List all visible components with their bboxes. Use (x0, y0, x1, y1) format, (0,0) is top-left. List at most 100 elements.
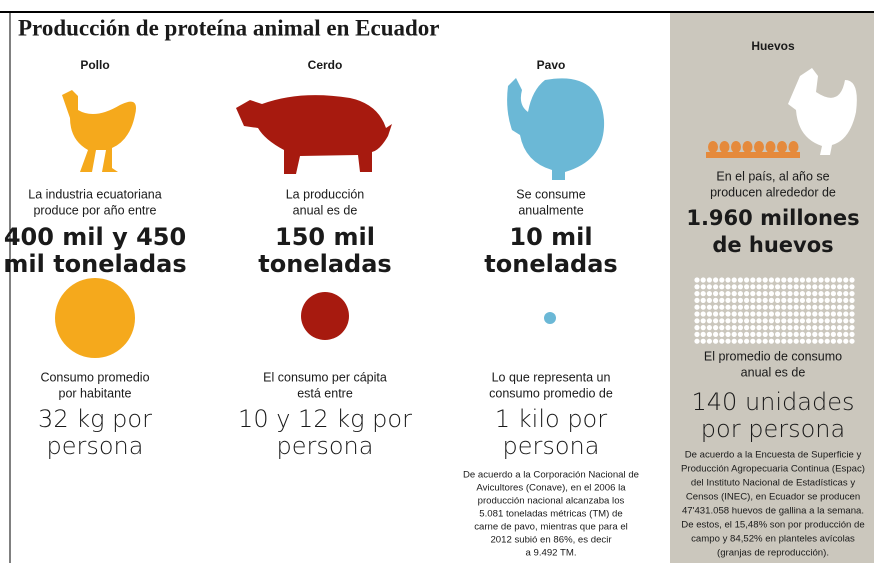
dot (694, 339, 699, 344)
dot (806, 325, 811, 330)
note-line: producción nacional alcanzaba los (478, 496, 625, 507)
dot (707, 332, 712, 337)
dot (818, 291, 823, 296)
consumption-intro-line: El consumo per cápita (263, 370, 387, 384)
dot (800, 318, 805, 323)
note-line: De acuerdo a la Encuesta de Superficie y (685, 450, 862, 461)
dot (800, 277, 805, 282)
dot (719, 284, 724, 289)
egg (789, 141, 799, 153)
dot (707, 305, 712, 310)
dot (843, 291, 848, 296)
dot (738, 339, 743, 344)
dot (800, 311, 805, 316)
dot (849, 318, 854, 323)
dot (744, 318, 749, 323)
dot (738, 284, 743, 289)
dot (713, 332, 718, 337)
dot (818, 318, 823, 323)
turkey-icon (507, 78, 604, 180)
consumption-line: 140 unidades (692, 388, 855, 416)
dot (818, 298, 823, 303)
dot (756, 318, 761, 323)
dot (825, 325, 830, 330)
egg (708, 141, 718, 153)
dot (781, 332, 786, 337)
dot (763, 291, 768, 296)
dot (775, 284, 780, 289)
consumption-line: 1 kilo por (495, 405, 607, 433)
dot (769, 291, 774, 296)
dot (769, 311, 774, 316)
dot (825, 305, 830, 310)
dot (713, 291, 718, 296)
egg (720, 141, 730, 153)
note-line: 5.081 toneladas métricas (TM) de (479, 509, 622, 520)
dot (794, 305, 799, 310)
dot (713, 277, 718, 282)
dot (818, 284, 823, 289)
intro-line: anual es de (293, 203, 358, 217)
egg (743, 141, 753, 153)
dot (713, 298, 718, 303)
dot (837, 339, 842, 344)
dot (812, 318, 817, 323)
dot (775, 291, 780, 296)
dot (806, 298, 811, 303)
dot (843, 277, 848, 282)
dot (750, 277, 755, 282)
consumption-line: persona (503, 432, 600, 460)
column-label: Huevos (751, 39, 795, 53)
dot (732, 311, 737, 316)
dot (775, 311, 780, 316)
dot (787, 332, 792, 337)
intro-line: anualmente (518, 203, 583, 217)
note-line: a 9.492 TM. (525, 548, 576, 559)
dot (719, 311, 724, 316)
dot (775, 325, 780, 330)
dot (756, 325, 761, 330)
dot (787, 325, 792, 330)
dot (769, 318, 774, 323)
dot (849, 311, 854, 316)
dot (707, 284, 712, 289)
dot (837, 318, 842, 323)
dot (794, 318, 799, 323)
dot (707, 318, 712, 323)
pig-icon (236, 95, 392, 174)
dot (769, 305, 774, 310)
note-line: carne de pavo, mientras que para el (474, 522, 628, 533)
dot (800, 339, 805, 344)
dot (812, 298, 817, 303)
dot (763, 298, 768, 303)
dot (781, 339, 786, 344)
dot (694, 291, 699, 296)
dot (725, 339, 730, 344)
dot (812, 325, 817, 330)
dot (837, 298, 842, 303)
dot (775, 298, 780, 303)
dot (763, 318, 768, 323)
dot (756, 277, 761, 282)
consumption-intro-line: está entre (297, 386, 353, 400)
dot (794, 277, 799, 282)
dot (738, 318, 743, 323)
dot (812, 339, 817, 344)
dot (713, 311, 718, 316)
dot (725, 284, 730, 289)
dot (701, 332, 706, 337)
dot (756, 298, 761, 303)
dot (750, 339, 755, 344)
dot (744, 284, 749, 289)
dot (732, 325, 737, 330)
dot (719, 332, 724, 337)
dot (825, 298, 830, 303)
note-line: Censos (INEC), en Ecuador se producen (686, 492, 860, 503)
egg-tray (706, 152, 800, 158)
highlight-line: mil toneladas (3, 250, 186, 278)
dot (812, 277, 817, 282)
highlight-line: 150 mil (275, 223, 375, 251)
dot (818, 305, 823, 310)
dot (725, 318, 730, 323)
dot (825, 318, 830, 323)
